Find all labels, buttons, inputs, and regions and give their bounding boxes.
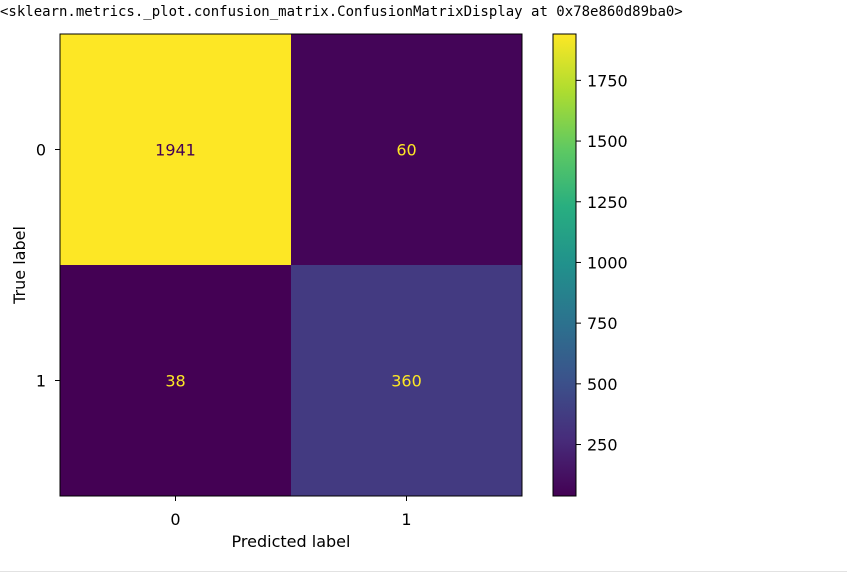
cell-value-0-0: 1941 [155,141,196,160]
output-divider [0,571,847,572]
colorbar-tick-label-1: 500 [587,375,618,394]
x-axis-label: Predicted label [232,532,351,551]
y-axis-label: True label [10,226,29,305]
colorbar-tick-label-2: 750 [587,314,618,333]
matrix-cell-1-0 [60,265,291,496]
matrix-frame [59,33,523,497]
cell-value-0-1: 60 [396,141,416,160]
colorbar-tick-label-6: 1750 [587,71,628,90]
colorbar-tick-label-4: 1250 [587,193,628,212]
colorbar-tick-label-0: 250 [587,436,618,455]
x-tick-label-0: 0 [170,510,180,529]
cell-output-text: <sklearn.metrics._plot.confusion_matrix.… [0,4,683,20]
colorbar: 250 500 750 1000 1250 1500 1750 [552,33,628,497]
matrix-cell-1-1 [291,265,522,496]
matrix-plot: 1941 60 38 360 0 1 0 1 Predicted label True label [10,33,523,551]
colorbar-frame [552,33,577,497]
y-tick-label-0: 0 [36,141,46,160]
cell-value-1-0: 38 [165,372,185,391]
colorbar-gradient [553,34,576,496]
matrix-cell-0-0 [60,34,291,265]
cell-value-1-1: 360 [391,372,422,391]
colorbar-tick-label-3: 1000 [587,253,628,272]
x-tick-label-1: 1 [401,510,411,529]
matrix-cell-0-1 [291,34,522,265]
colorbar-tick-label-5: 1500 [587,132,628,151]
y-tick-label-1: 1 [36,372,46,391]
